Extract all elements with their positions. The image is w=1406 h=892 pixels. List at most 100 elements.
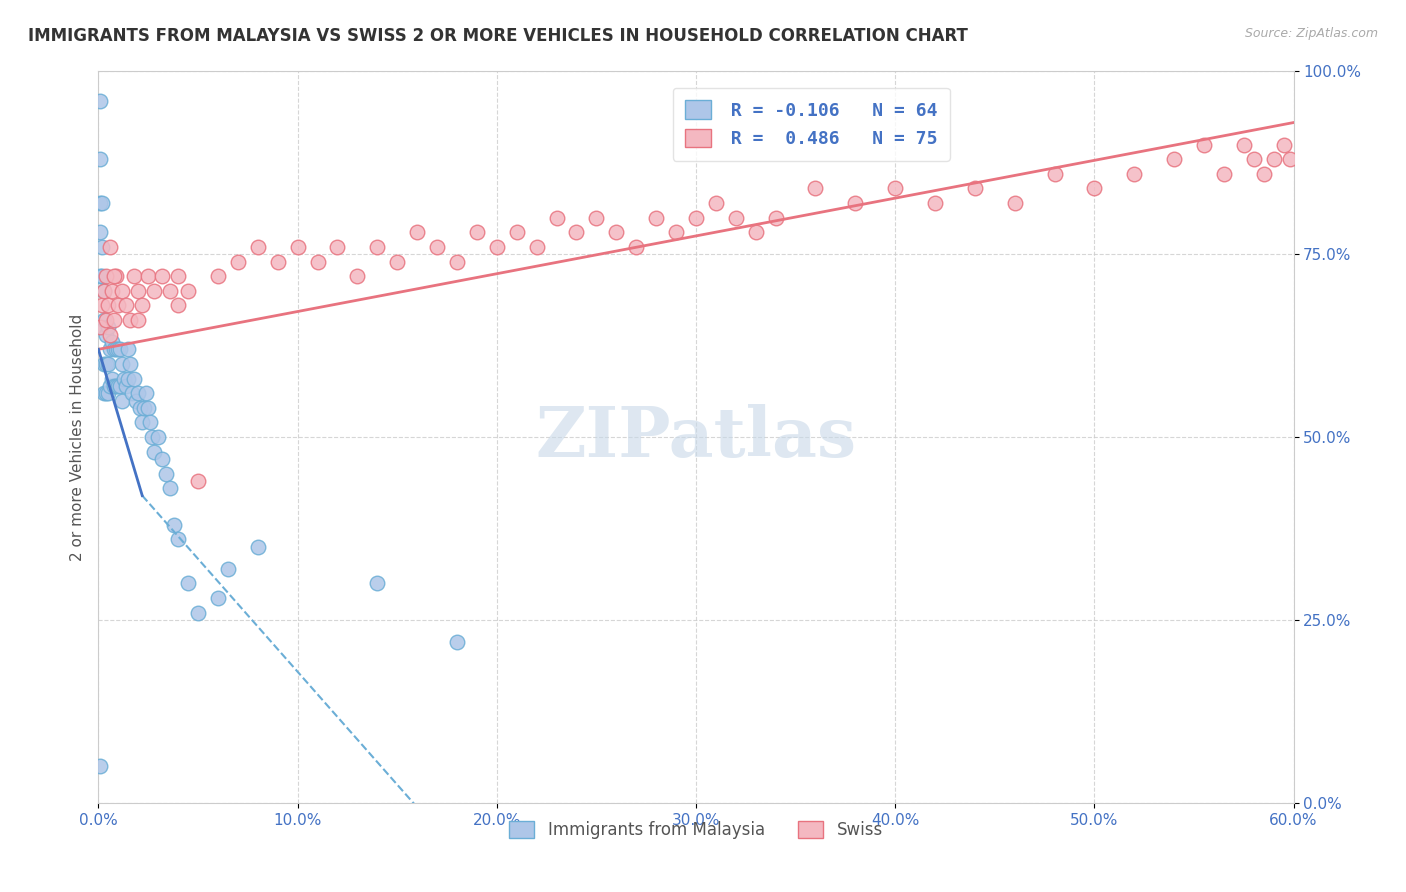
Point xyxy=(135,386,157,401)
Point xyxy=(1192,137,1215,152)
Point xyxy=(101,371,124,385)
Point xyxy=(665,225,688,239)
Point xyxy=(159,481,181,495)
Point xyxy=(366,576,388,591)
Point xyxy=(1163,152,1185,166)
Text: IMMIGRANTS FROM MALAYSIA VS SWISS 2 OR MORE VEHICLES IN HOUSEHOLD CORRELATION CH: IMMIGRANTS FROM MALAYSIA VS SWISS 2 OR M… xyxy=(28,27,967,45)
Point xyxy=(1272,137,1295,152)
Point xyxy=(167,298,190,312)
Point xyxy=(1243,152,1265,166)
Point xyxy=(150,452,173,467)
Point xyxy=(1043,167,1066,181)
Point xyxy=(107,379,129,393)
Point xyxy=(765,211,787,225)
Point xyxy=(93,284,115,298)
Point xyxy=(1233,137,1256,152)
Point xyxy=(446,254,468,268)
Point xyxy=(1123,167,1146,181)
Point xyxy=(626,240,648,254)
Point xyxy=(111,357,134,371)
Point xyxy=(1212,167,1234,181)
Point xyxy=(136,269,159,284)
Point xyxy=(120,313,142,327)
Point xyxy=(177,284,200,298)
Point xyxy=(134,401,156,415)
Point xyxy=(124,371,146,385)
Point xyxy=(89,196,111,211)
Point xyxy=(526,240,548,254)
Point xyxy=(121,386,143,401)
Point xyxy=(93,357,115,371)
Point xyxy=(89,759,111,773)
Point xyxy=(465,225,488,239)
Point xyxy=(426,240,449,254)
Point xyxy=(103,343,125,357)
Point xyxy=(963,181,986,195)
Point xyxy=(98,240,122,254)
Point xyxy=(246,240,269,254)
Point xyxy=(103,269,125,284)
Point xyxy=(704,196,727,211)
Point xyxy=(97,386,120,401)
Point xyxy=(143,284,166,298)
Point xyxy=(96,357,118,371)
Point xyxy=(91,298,114,312)
Legend: Immigrants from Malaysia, Swiss: Immigrants from Malaysia, Swiss xyxy=(502,814,890,846)
Point xyxy=(120,357,142,371)
Point xyxy=(110,379,132,393)
Point xyxy=(1278,152,1301,166)
Point xyxy=(127,313,149,327)
Point xyxy=(167,269,190,284)
Point xyxy=(93,386,115,401)
Point xyxy=(117,371,139,385)
Point xyxy=(89,320,111,334)
Point xyxy=(143,444,166,458)
Point xyxy=(217,562,239,576)
Point xyxy=(207,591,229,605)
Point xyxy=(115,298,138,312)
Point xyxy=(844,196,866,211)
Point xyxy=(565,225,588,239)
Point xyxy=(98,327,122,342)
Point xyxy=(346,269,368,284)
Point xyxy=(155,467,177,481)
Point xyxy=(326,240,349,254)
Point xyxy=(1253,167,1275,181)
Point xyxy=(103,313,125,327)
Point xyxy=(107,343,129,357)
Point xyxy=(246,540,269,554)
Point xyxy=(111,284,134,298)
Point xyxy=(98,343,122,357)
Point xyxy=(167,533,190,547)
Point xyxy=(163,517,186,532)
Point xyxy=(804,181,827,195)
Point xyxy=(136,401,159,415)
Point xyxy=(485,240,508,254)
Point xyxy=(89,225,111,239)
Point xyxy=(1004,196,1026,211)
Point xyxy=(187,474,209,488)
Point xyxy=(125,393,148,408)
Point xyxy=(89,269,111,284)
Point xyxy=(127,284,149,298)
Text: Source: ZipAtlas.com: Source: ZipAtlas.com xyxy=(1244,27,1378,40)
Point xyxy=(177,576,200,591)
Point xyxy=(91,269,114,284)
Point xyxy=(605,225,627,239)
Point xyxy=(187,606,209,620)
Point xyxy=(884,181,907,195)
Point xyxy=(105,269,128,284)
Point xyxy=(93,284,115,298)
Point xyxy=(111,393,134,408)
Point xyxy=(124,269,146,284)
Point xyxy=(585,211,607,225)
Point xyxy=(131,416,153,430)
Point xyxy=(91,196,114,211)
Point xyxy=(97,320,120,334)
Y-axis label: 2 or more Vehicles in Household: 2 or more Vehicles in Household xyxy=(69,313,84,561)
Point xyxy=(141,430,163,444)
Point xyxy=(924,196,946,211)
Point xyxy=(117,343,139,357)
Point xyxy=(112,371,135,385)
Point xyxy=(685,211,707,225)
